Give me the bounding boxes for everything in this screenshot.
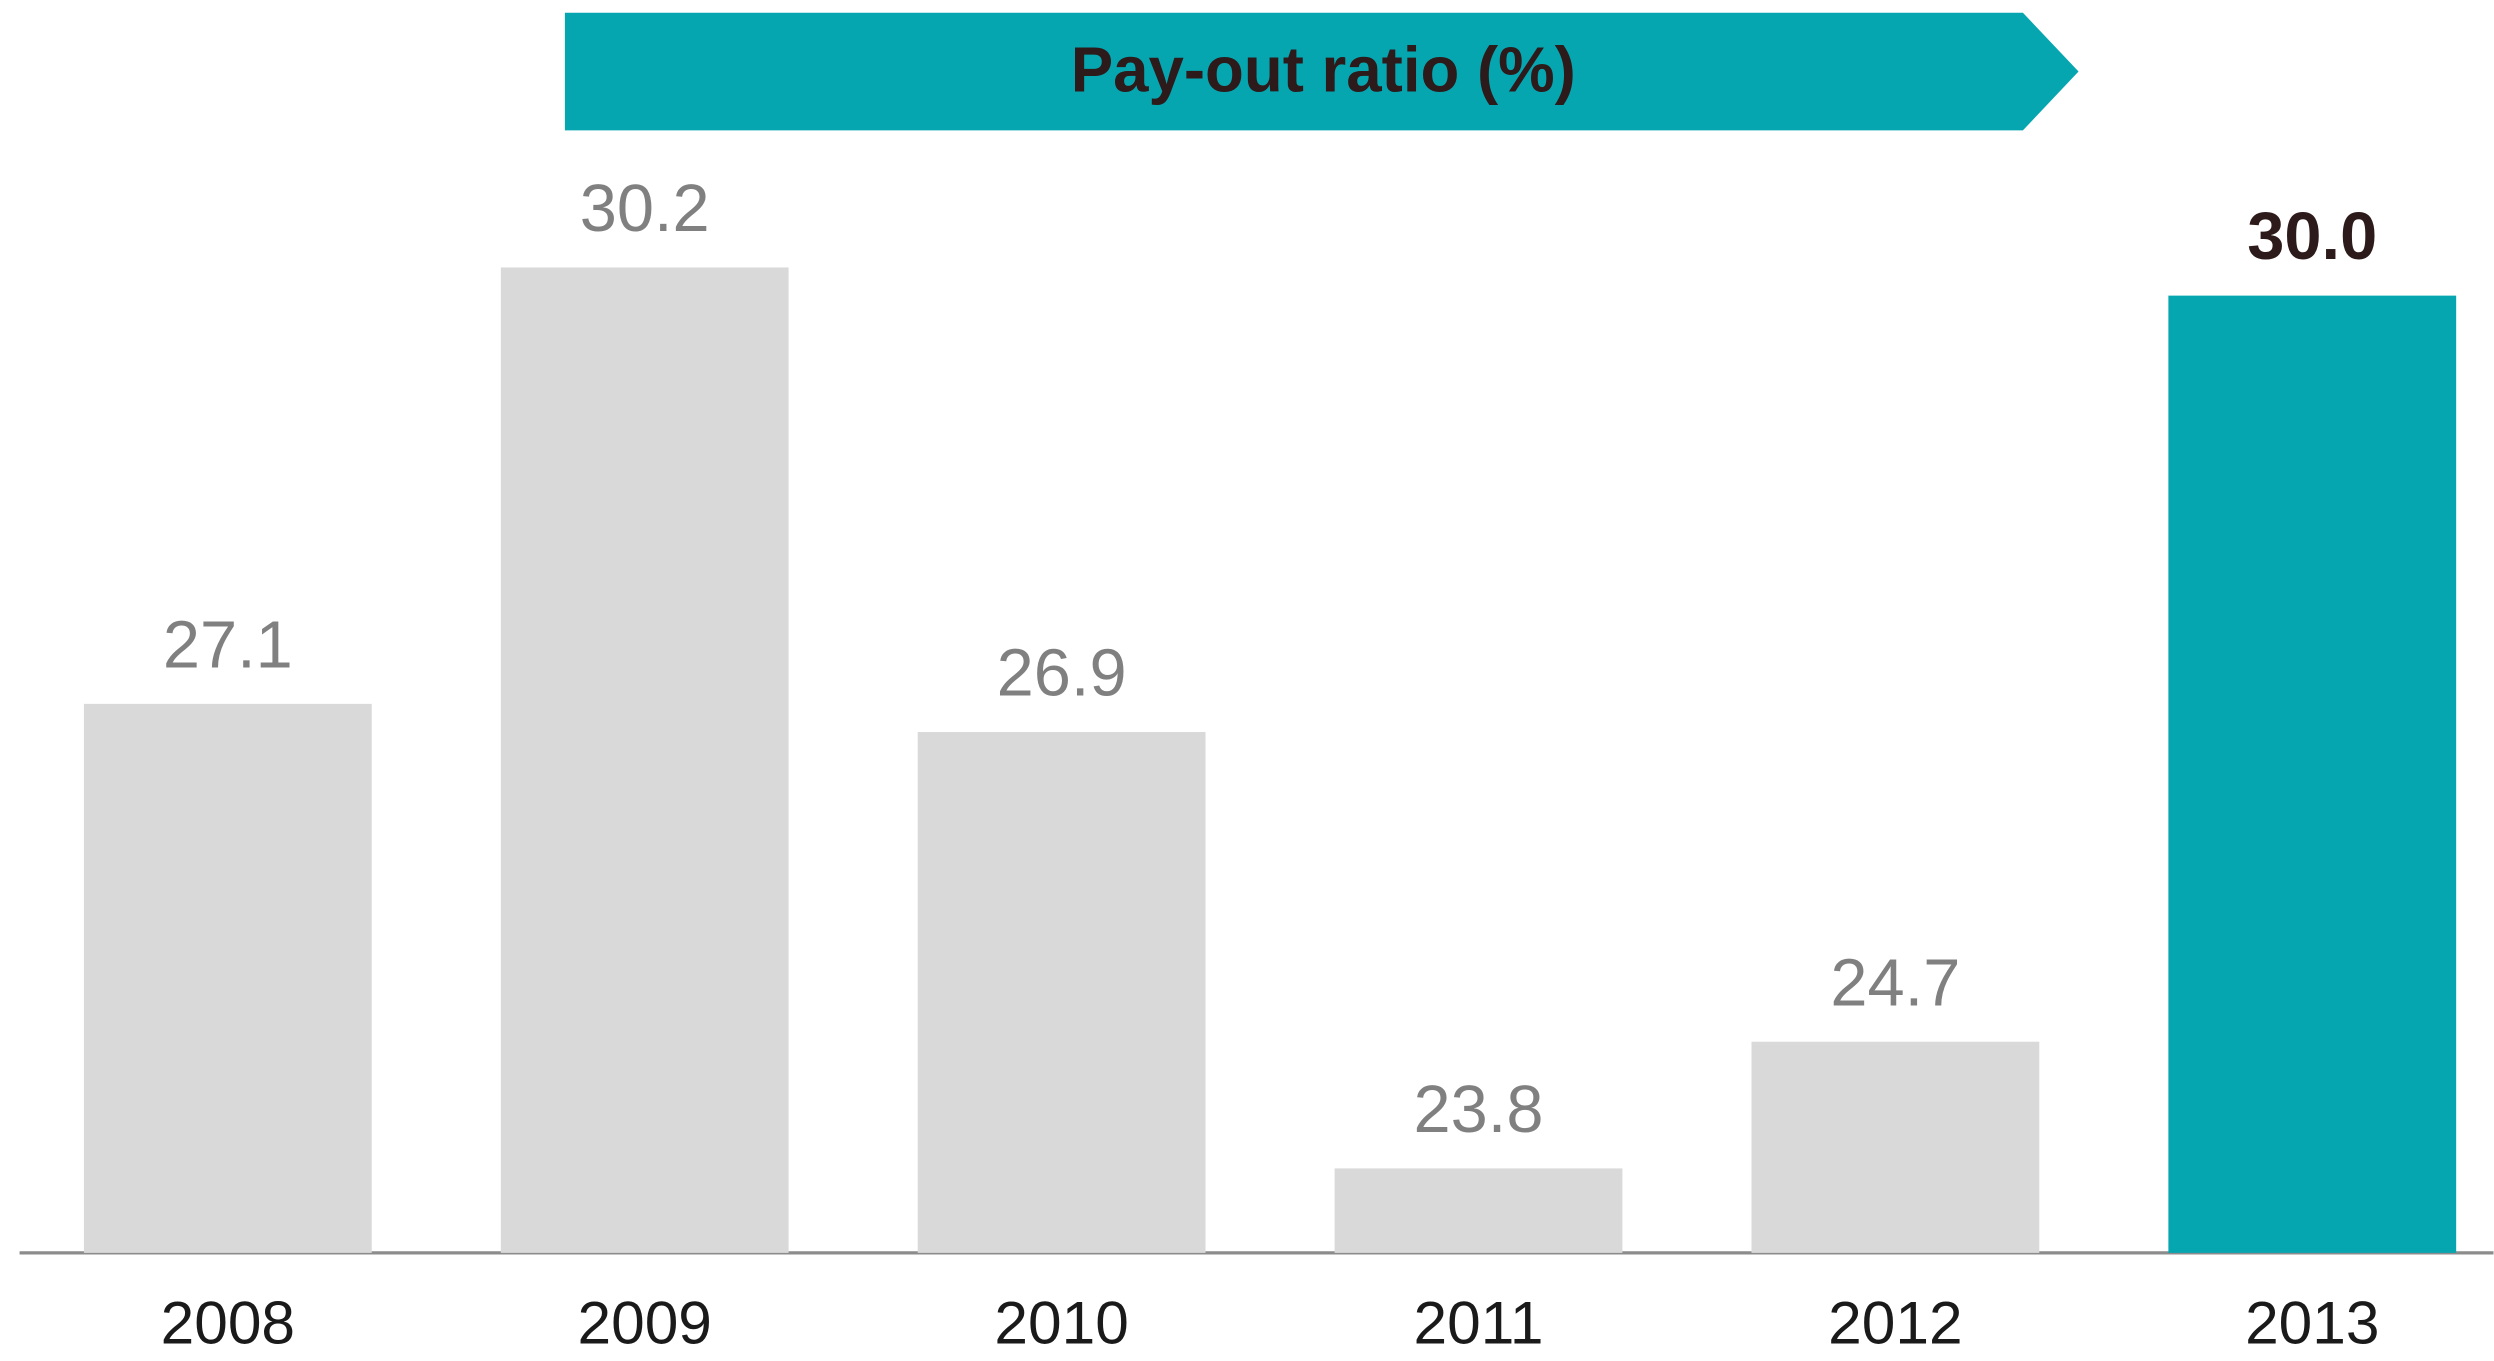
- x-tick-label: 2011: [1414, 1289, 1544, 1357]
- x-tick-label: 2010: [994, 1289, 1128, 1357]
- value-label: 27.1: [163, 608, 293, 682]
- bar: [2168, 295, 2457, 1253]
- x-tick-label: 2013: [2245, 1289, 2379, 1357]
- value-label: 23.8: [1414, 1073, 1544, 1147]
- value-label: 30.2: [580, 172, 710, 246]
- bar: [1334, 1168, 1623, 1253]
- bar: [1751, 1041, 2040, 1253]
- bar: [83, 703, 372, 1253]
- x-tick-label: 2012: [1828, 1289, 1962, 1357]
- chart-title: Pay-out ratio (%): [1071, 35, 1576, 106]
- value-label: 30.0: [2247, 200, 2377, 274]
- value-label: 26.9: [997, 637, 1127, 711]
- value-label: 24.7: [1830, 946, 1960, 1020]
- bar: [917, 732, 1206, 1253]
- x-tick-label: 2008: [161, 1289, 295, 1357]
- x-tick-label: 2009: [578, 1289, 712, 1357]
- bar: [500, 267, 789, 1253]
- title-banner: [564, 12, 2079, 131]
